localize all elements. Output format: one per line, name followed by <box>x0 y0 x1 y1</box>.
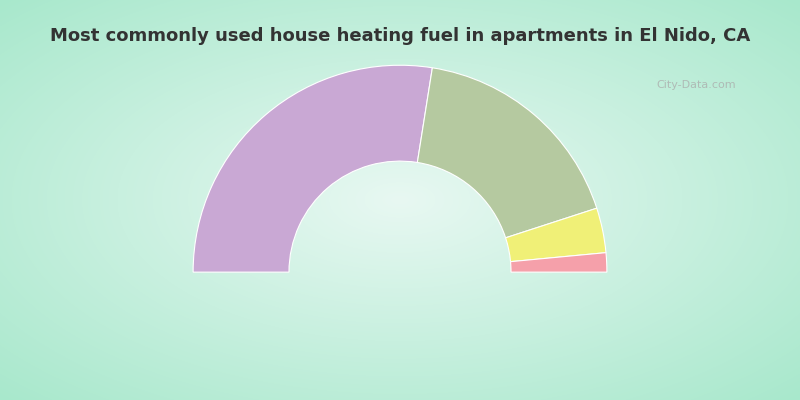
Text: Most commonly used house heating fuel in apartments in El Nido, CA: Most commonly used house heating fuel in… <box>50 27 750 45</box>
Wedge shape <box>418 68 597 238</box>
Wedge shape <box>193 65 432 272</box>
Wedge shape <box>510 253 607 272</box>
Text: City-Data.com: City-Data.com <box>656 80 736 90</box>
Wedge shape <box>506 208 606 262</box>
